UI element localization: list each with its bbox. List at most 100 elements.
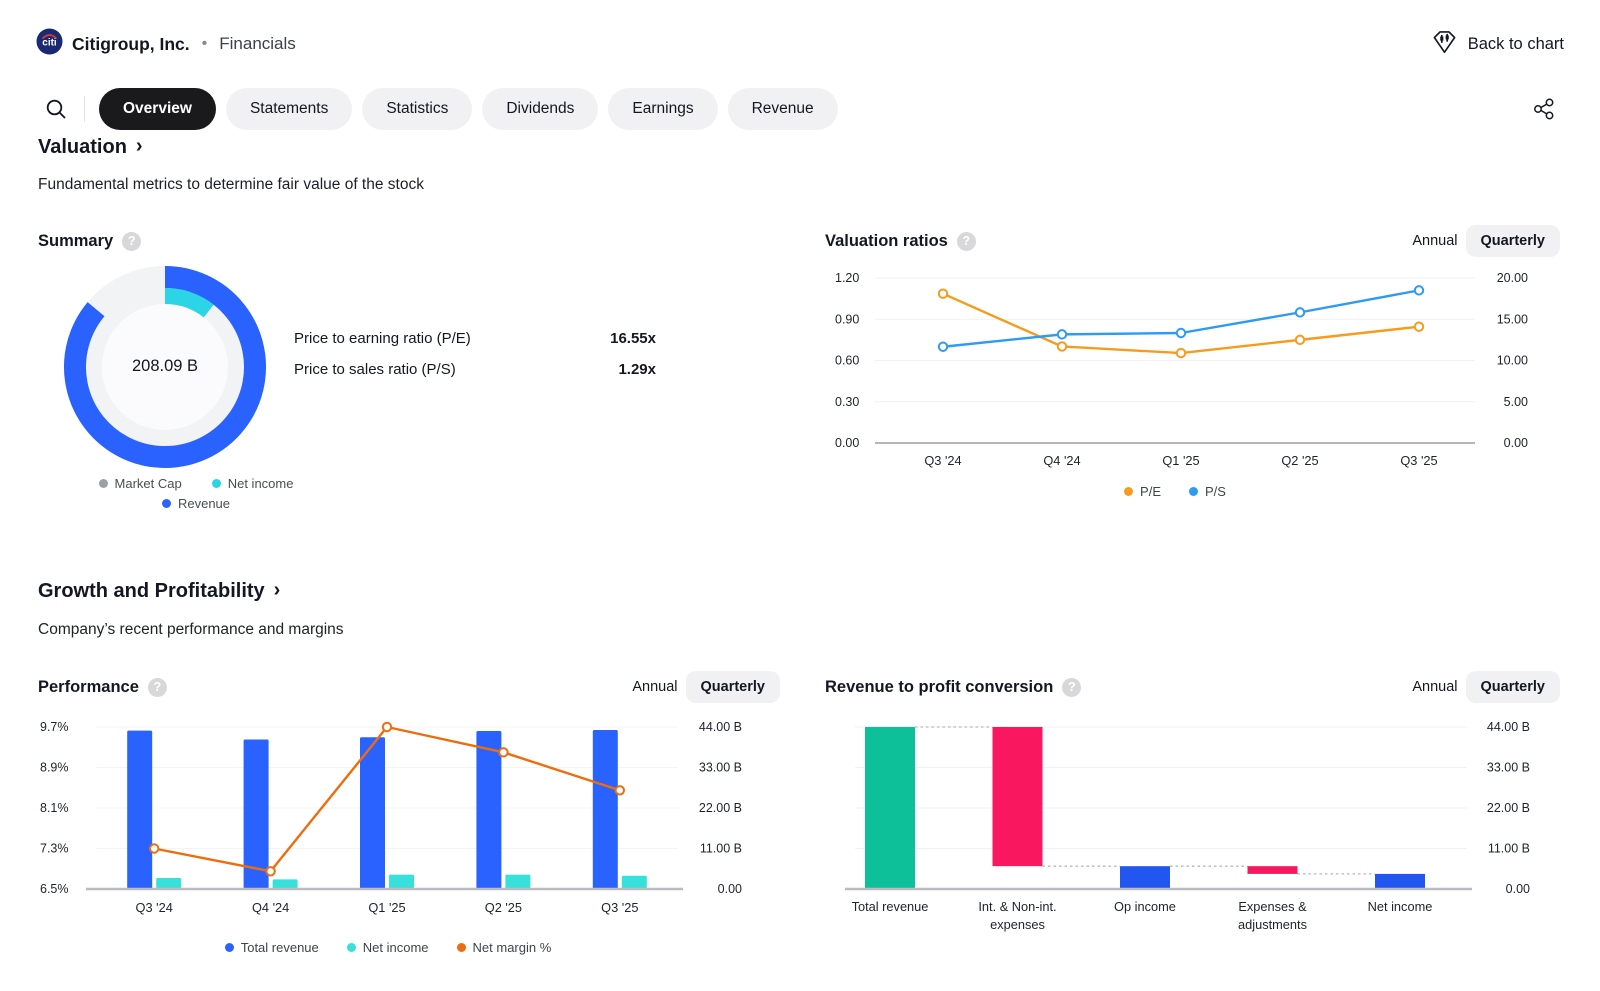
summary-legend: Market Cap Net income Revenue — [46, 476, 346, 511]
growth-section-link[interactable]: Growth and Profitability › — [38, 579, 281, 603]
toolbar-divider — [84, 96, 85, 122]
svg-text:0.00: 0.00 — [1504, 436, 1528, 450]
point-p-s[interactable] — [1294, 307, 1306, 318]
bar-total-revenue[interactable] — [243, 739, 269, 889]
annual-toggle[interactable]: Annual — [1412, 233, 1458, 249]
legend-item-revenue: Revenue — [161, 496, 230, 511]
svg-text:0.00: 0.00 — [718, 882, 742, 896]
share-button[interactable] — [1524, 89, 1564, 129]
help-icon[interactable]: ? — [147, 677, 167, 697]
svg-text:0.30: 0.30 — [835, 395, 859, 409]
x-axis-label: Q3 '24 — [924, 453, 961, 468]
point-p-s[interactable] — [937, 341, 949, 352]
svg-text:11.00 B: 11.00 B — [1488, 842, 1530, 856]
ps-ratio-label: Price to sales ratio (P/S) — [294, 361, 456, 378]
tab-statistics[interactable]: Statistics — [362, 88, 473, 130]
performance-panel: Performance ? Annual Quarterly 9.7% 44.00… — [38, 671, 780, 977]
help-icon[interactable]: ? — [956, 231, 976, 251]
legend-dot — [346, 943, 356, 952]
bar-int-non-int-expenses[interactable] — [992, 727, 1043, 867]
ps-ratio-row: Price to sales ratio (P/S) 1.29x — [294, 361, 656, 378]
point-net-margin[interactable] — [381, 721, 393, 733]
svg-text:0.00: 0.00 — [835, 436, 859, 450]
help-icon[interactable]: ? — [122, 231, 142, 251]
point-p-s[interactable] — [1056, 329, 1068, 340]
point-net-margin[interactable] — [498, 747, 509, 758]
point-net-margin[interactable] — [614, 785, 625, 796]
summary-title: Summary — [38, 231, 114, 250]
legend-label: Market Cap — [114, 476, 182, 491]
bar-total-revenue[interactable] — [592, 729, 618, 889]
bar-net-income[interactable] — [1375, 873, 1425, 889]
bar-net-income[interactable] — [156, 877, 182, 889]
svg-text:8.1%: 8.1% — [40, 801, 69, 815]
tab-overview[interactable]: Overview — [99, 88, 216, 130]
point-p-s[interactable] — [1175, 327, 1187, 339]
back-to-chart-button[interactable]: Back to chart — [1431, 28, 1564, 60]
point-p-e[interactable] — [1175, 347, 1187, 359]
bar-net-income[interactable] — [505, 874, 531, 889]
x-axis-label: Expenses & adjustments — [1238, 899, 1307, 932]
brand: citi Citigroup, Inc. • Financials — [36, 28, 296, 60]
legend-label: Net margin % — [472, 940, 552, 955]
line-p-s[interactable] — [942, 289, 1420, 348]
point-p-e[interactable] — [937, 288, 949, 299]
growth-section-title: Growth and Profitability — [38, 580, 265, 602]
x-axis-label: Q2 '25 — [485, 900, 522, 915]
legend-dot — [224, 943, 234, 952]
x-axis-label: Q4 '24 — [252, 900, 289, 915]
point-p-e[interactable] — [1294, 334, 1306, 346]
point-p-e[interactable] — [1056, 341, 1068, 352]
point-p-e[interactable] — [1413, 321, 1425, 332]
point-net-margin[interactable] — [149, 843, 160, 854]
legend-item-net-income: Net income — [346, 940, 429, 955]
period-toggle: Annual Quarterly — [632, 671, 780, 703]
svg-text:33.00 B: 33.00 B — [699, 761, 742, 775]
tab-revenue[interactable]: Revenue — [727, 88, 838, 130]
donut-segment-revenue[interactable] — [64, 266, 266, 468]
market-cap-donut-chart — [59, 261, 271, 473]
performance-title: Performance — [38, 677, 139, 696]
annual-toggle[interactable]: Annual — [632, 679, 678, 695]
bar-net-income[interactable] — [621, 875, 647, 889]
conversion-panel: Revenue to profit conversion ? Annual Qu… — [825, 671, 1560, 977]
tab-earnings[interactable]: Earnings — [608, 88, 718, 130]
valuation-section-link[interactable]: Valuation › — [38, 135, 143, 159]
legend-dot — [161, 499, 171, 508]
point-p-s[interactable] — [1413, 285, 1425, 296]
valuation-section-title: Valuation — [38, 136, 127, 158]
svg-text:6.5%: 6.5% — [40, 882, 69, 896]
tab-statements[interactable]: Statements — [225, 88, 353, 130]
svg-text:1.20: 1.20 — [835, 271, 859, 285]
page-title: Financials — [219, 34, 296, 53]
x-axis-label: Q4 '24 — [1043, 453, 1080, 468]
bar-total-revenue[interactable] — [360, 737, 385, 889]
search-button[interactable] — [36, 89, 76, 129]
bar-net-income[interactable] — [272, 879, 298, 889]
bar-total-revenue[interactable] — [476, 731, 502, 889]
annual-toggle[interactable]: Annual — [1412, 679, 1458, 695]
bar-total-revenue[interactable] — [127, 730, 153, 889]
bar-total-revenue[interactable] — [865, 727, 915, 889]
bar-op-income[interactable] — [1120, 866, 1170, 889]
help-icon[interactable]: ? — [1062, 677, 1082, 697]
svg-text:8.9%: 8.9% — [40, 761, 69, 775]
bar-net-income[interactable] — [389, 874, 414, 889]
donut-segment-net-income[interactable] — [164, 288, 214, 318]
chevron-right-icon: › — [273, 579, 281, 601]
legend-dot — [1124, 487, 1134, 496]
quarterly-toggle[interactable]: Quarterly — [685, 671, 780, 703]
x-axis-label: Q3 '25 — [1400, 453, 1437, 468]
chart-gem-icon — [1431, 28, 1458, 60]
tab-dividends[interactable]: Dividends — [482, 88, 599, 130]
bar-expenses-adjustments[interactable] — [1247, 866, 1298, 874]
svg-text:20.00: 20.00 — [1497, 271, 1528, 285]
conversion-title: Revenue to profit conversion — [825, 677, 1054, 696]
point-net-margin[interactable] — [265, 866, 276, 877]
line-net-margin[interactable] — [153, 725, 621, 873]
quarterly-toggle[interactable]: Quarterly — [1465, 671, 1560, 703]
header: citi Citigroup, Inc. • Financials Back t… — [36, 26, 1564, 62]
legend-item-market-cap: Market Cap — [98, 476, 182, 491]
quarterly-toggle[interactable]: Quarterly — [1465, 225, 1560, 257]
